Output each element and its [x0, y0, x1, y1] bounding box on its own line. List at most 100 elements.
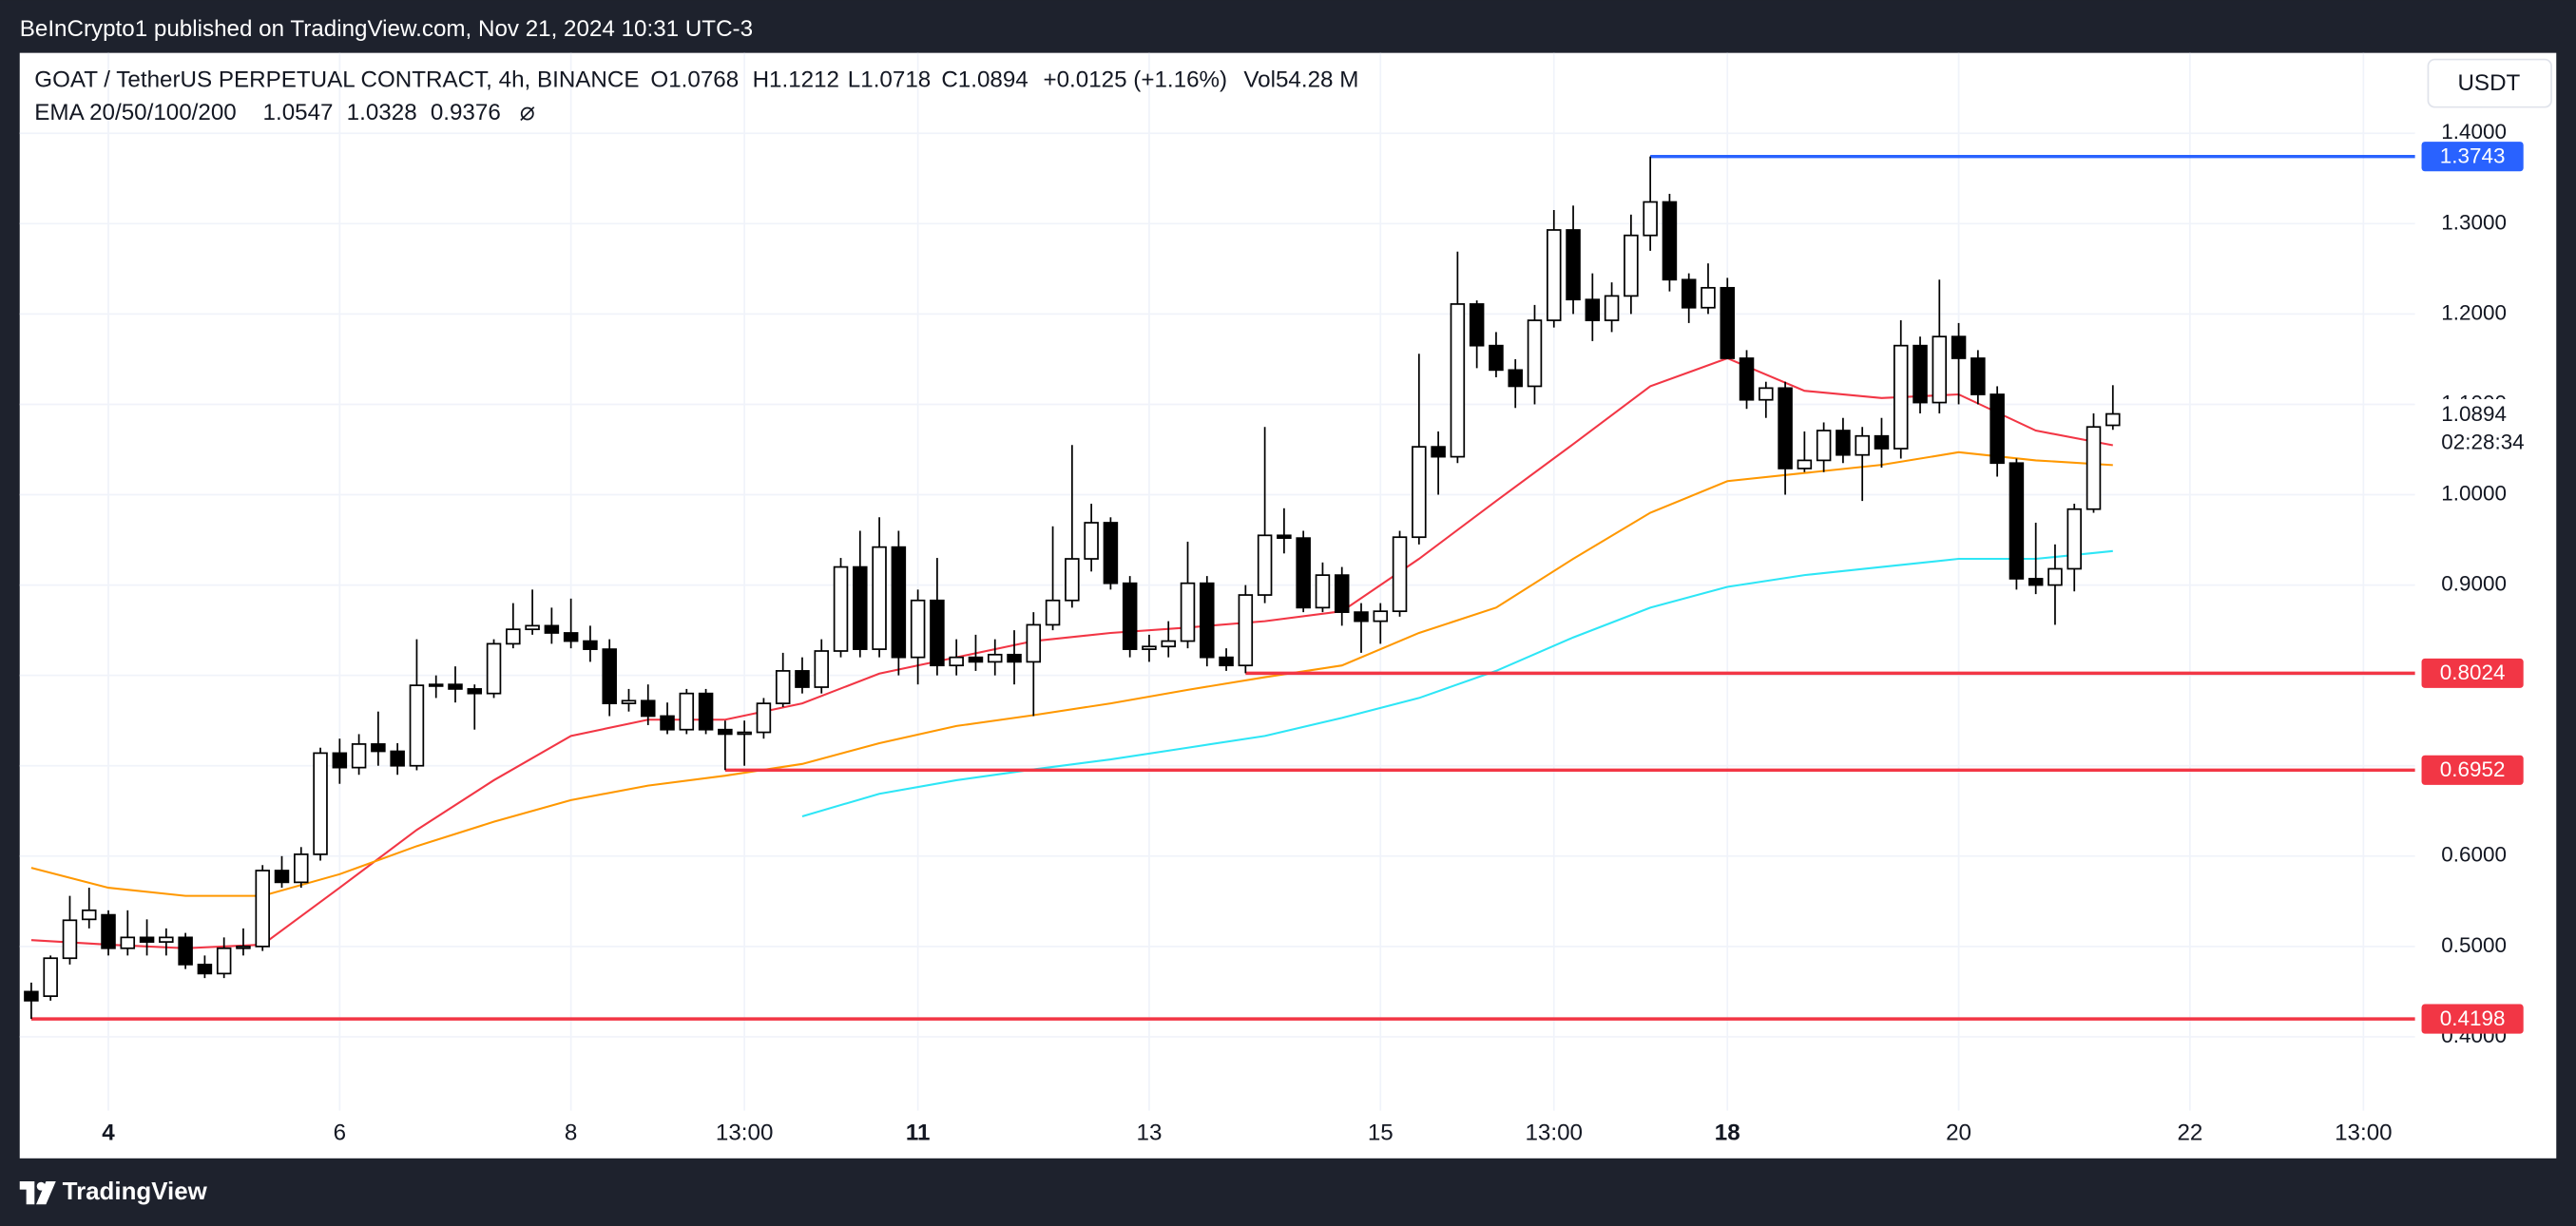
- currency-box[interactable]: [2427, 58, 2552, 108]
- level-label-box: [2421, 1004, 2524, 1034]
- candle-body: [1816, 430, 1832, 462]
- candle-body: [1604, 295, 1620, 321]
- level-label: 0.6952: [2440, 757, 2506, 781]
- candle-body: [1547, 229, 1562, 321]
- candle-body: [1739, 357, 1755, 401]
- candle-body: [1681, 278, 1697, 309]
- x-tick-label: 4: [102, 1120, 115, 1145]
- candle-body: [1219, 656, 1234, 667]
- x-tick-label: 15: [1368, 1120, 1394, 1145]
- candle-body: [1373, 610, 1389, 623]
- candle-body: [255, 870, 270, 948]
- y-tick-label: 1.2000: [2441, 300, 2507, 324]
- candle-body: [24, 990, 39, 1002]
- candle-body: [178, 936, 193, 966]
- candle-body: [1142, 645, 1157, 650]
- candle-body: [2086, 426, 2102, 510]
- brand-name[interactable]: TradingView: [63, 1178, 208, 1205]
- candle-body: [371, 743, 386, 753]
- candle-body: [1180, 582, 1196, 642]
- x-tick-label: 13:00: [2335, 1120, 2393, 1145]
- candle-body: [1836, 430, 1851, 456]
- candle-body: [1797, 459, 1813, 469]
- ohlc-volume: Vol54.28 M: [1243, 67, 1358, 92]
- ohlc-open: O1.0768: [650, 67, 739, 92]
- candle-body: [1277, 534, 1292, 540]
- candle-body: [910, 599, 926, 659]
- candle-body: [390, 750, 405, 767]
- x-tick-label: 20: [1946, 1120, 1971, 1145]
- candle-body: [1412, 446, 1427, 539]
- x-tick-label: 13:00: [1525, 1120, 1583, 1145]
- candle-body: [814, 650, 830, 688]
- last-price-box: [2421, 398, 2553, 459]
- candle-body: [1469, 303, 1485, 347]
- candle-body: [833, 565, 849, 652]
- candle-body: [641, 699, 656, 718]
- candle-body: [294, 853, 309, 884]
- currency-button[interactable]: USDT: [2427, 58, 2552, 108]
- candle-body: [62, 919, 78, 960]
- visibility-icon[interactable]: [520, 106, 535, 122]
- candle-body: [332, 752, 348, 769]
- candle-body: [660, 715, 675, 731]
- ema-line: [30, 450, 2113, 897]
- candle-body: [987, 653, 1003, 663]
- candle-body: [1701, 286, 1716, 309]
- plot-background: [19, 52, 2557, 1159]
- price-labels: 1.3743 0.8024 0.6952 0.4198 1.0894 02:28:34: [2421, 142, 2553, 1034]
- candle-body: [1585, 298, 1601, 321]
- candle-body: [1662, 201, 1678, 281]
- level-label: 0.8024: [2440, 661, 2506, 684]
- indicator-value: 1.0547: [263, 100, 334, 125]
- x-tick-label: 6: [334, 1120, 346, 1145]
- candle-body: [2105, 412, 2121, 427]
- ohlc-change: +0.0125 (+1.16%): [1043, 67, 1227, 92]
- candle-body: [1643, 201, 1658, 237]
- candle-body: [891, 546, 907, 659]
- candle-body: [101, 913, 116, 949]
- indicator-value: 1.0328: [347, 100, 417, 125]
- candle-body: [1566, 229, 1581, 301]
- candles: [24, 156, 2121, 1020]
- candle-body: [1084, 522, 1099, 560]
- candle-body: [1508, 369, 1523, 388]
- y-tick-label: 0.9000: [2441, 572, 2507, 596]
- candle-body: [1624, 234, 1639, 297]
- y-tick-label: 1.0000: [2441, 481, 2507, 505]
- brand-logo[interactable]: TradingView: [19, 1178, 208, 1205]
- candle-body: [968, 656, 984, 663]
- y-tick-label: 1.4000: [2441, 120, 2507, 144]
- candle-body: [486, 642, 502, 695]
- level-label-box: [2421, 658, 2524, 688]
- ohlc-close: C1.0894: [941, 67, 1028, 92]
- candle-body: [1970, 357, 1986, 395]
- last-price: 1.0894: [2441, 402, 2507, 426]
- x-tick-label: 18: [1715, 1120, 1740, 1145]
- candle-body: [583, 640, 598, 650]
- x-tick-label: 11: [906, 1120, 931, 1145]
- candle-body: [756, 702, 772, 734]
- candle-body: [1315, 574, 1331, 609]
- currency-label[interactable]: USDT: [2457, 70, 2520, 96]
- candle-body: [2047, 567, 2063, 586]
- candle-body: [1874, 434, 1890, 450]
- candle-body: [274, 870, 290, 884]
- candle-body: [81, 909, 97, 921]
- indicator-value: 0.9376: [431, 100, 501, 125]
- candle-body: [698, 692, 714, 731]
- candle-body: [1913, 344, 1928, 404]
- grid: [19, 52, 2415, 1111]
- y-tick-label: 1.3000: [2441, 210, 2507, 234]
- candle-body: [428, 683, 444, 687]
- candle-body: [448, 683, 463, 690]
- candle-body: [1026, 623, 1042, 663]
- y-tick-label: 0.5000: [2441, 933, 2507, 957]
- candle-body: [2067, 508, 2082, 570]
- candle-body: [313, 752, 328, 855]
- candle-body: [1392, 536, 1408, 613]
- candle-body: [1103, 522, 1119, 584]
- candle-body: [120, 936, 136, 949]
